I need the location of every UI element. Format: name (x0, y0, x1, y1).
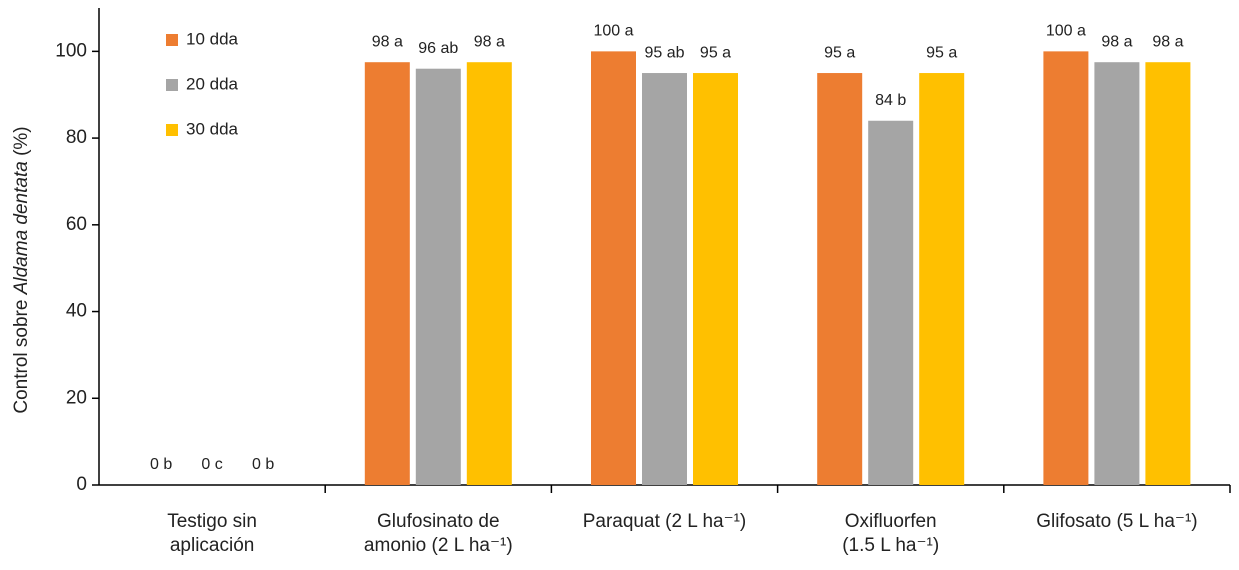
value-label: 0 b (150, 456, 172, 473)
value-label: 95 ab (644, 44, 684, 61)
value-label: 95 a (700, 44, 731, 61)
bar (591, 51, 636, 485)
bar (868, 120, 914, 485)
value-label: 84 b (875, 92, 906, 109)
value-label: 95 a (926, 44, 957, 61)
value-label: 96 ab (418, 40, 458, 57)
y-axis-label-part: Aldama dentata (11, 161, 32, 295)
legend-swatch (166, 124, 178, 136)
legend-label: 10 dda (186, 29, 239, 48)
bar (1145, 62, 1191, 486)
bar (919, 73, 965, 485)
legend-label: 20 dda (186, 74, 239, 93)
value-label: 100 a (1046, 23, 1086, 40)
y-tick-label: 80 (66, 127, 87, 148)
legend-label: 30 dda (186, 119, 239, 138)
y-axis-label: Control sobre Aldama dentata (%) (11, 126, 32, 413)
bar (693, 73, 738, 485)
y-tick-label: 100 (55, 40, 87, 61)
value-label: 0 b (252, 456, 274, 473)
legend-swatch (166, 79, 178, 91)
y-tick-label: 20 (66, 387, 87, 408)
value-label: 98 a (474, 33, 505, 50)
legend-swatch (166, 34, 178, 46)
bar (817, 73, 863, 485)
value-label: 98 a (372, 33, 403, 50)
x-tick-label: Testigo sin aplicación (167, 511, 257, 556)
bar (1094, 62, 1140, 486)
y-axis-label-part: Control sobre (11, 294, 32, 413)
value-label: 0 c (201, 456, 222, 473)
x-tick-label: Oxifluorfen (1.5 L ha⁻¹) (842, 511, 939, 556)
y-tick-label: 0 (76, 474, 87, 495)
x-tick-label: Glifosato (5 L ha⁻¹) (1036, 511, 1197, 532)
x-tick-label: Glufosinato de amonio (2 L ha⁻¹) (364, 511, 513, 556)
value-label: 95 a (824, 44, 855, 61)
bar (642, 73, 687, 485)
y-tick-label: 60 (66, 214, 87, 235)
value-label: 98 a (1152, 33, 1183, 50)
value-label: 98 a (1101, 33, 1132, 50)
bar (415, 68, 461, 485)
bar (1043, 51, 1089, 485)
value-label: 100 a (593, 23, 633, 40)
bar (466, 62, 512, 486)
y-axis-label-part: (%) (11, 126, 32, 161)
bar (364, 62, 410, 486)
x-tick-label: Paraquat (2 L ha⁻¹) (583, 511, 747, 532)
y-tick-label: 40 (66, 301, 87, 322)
